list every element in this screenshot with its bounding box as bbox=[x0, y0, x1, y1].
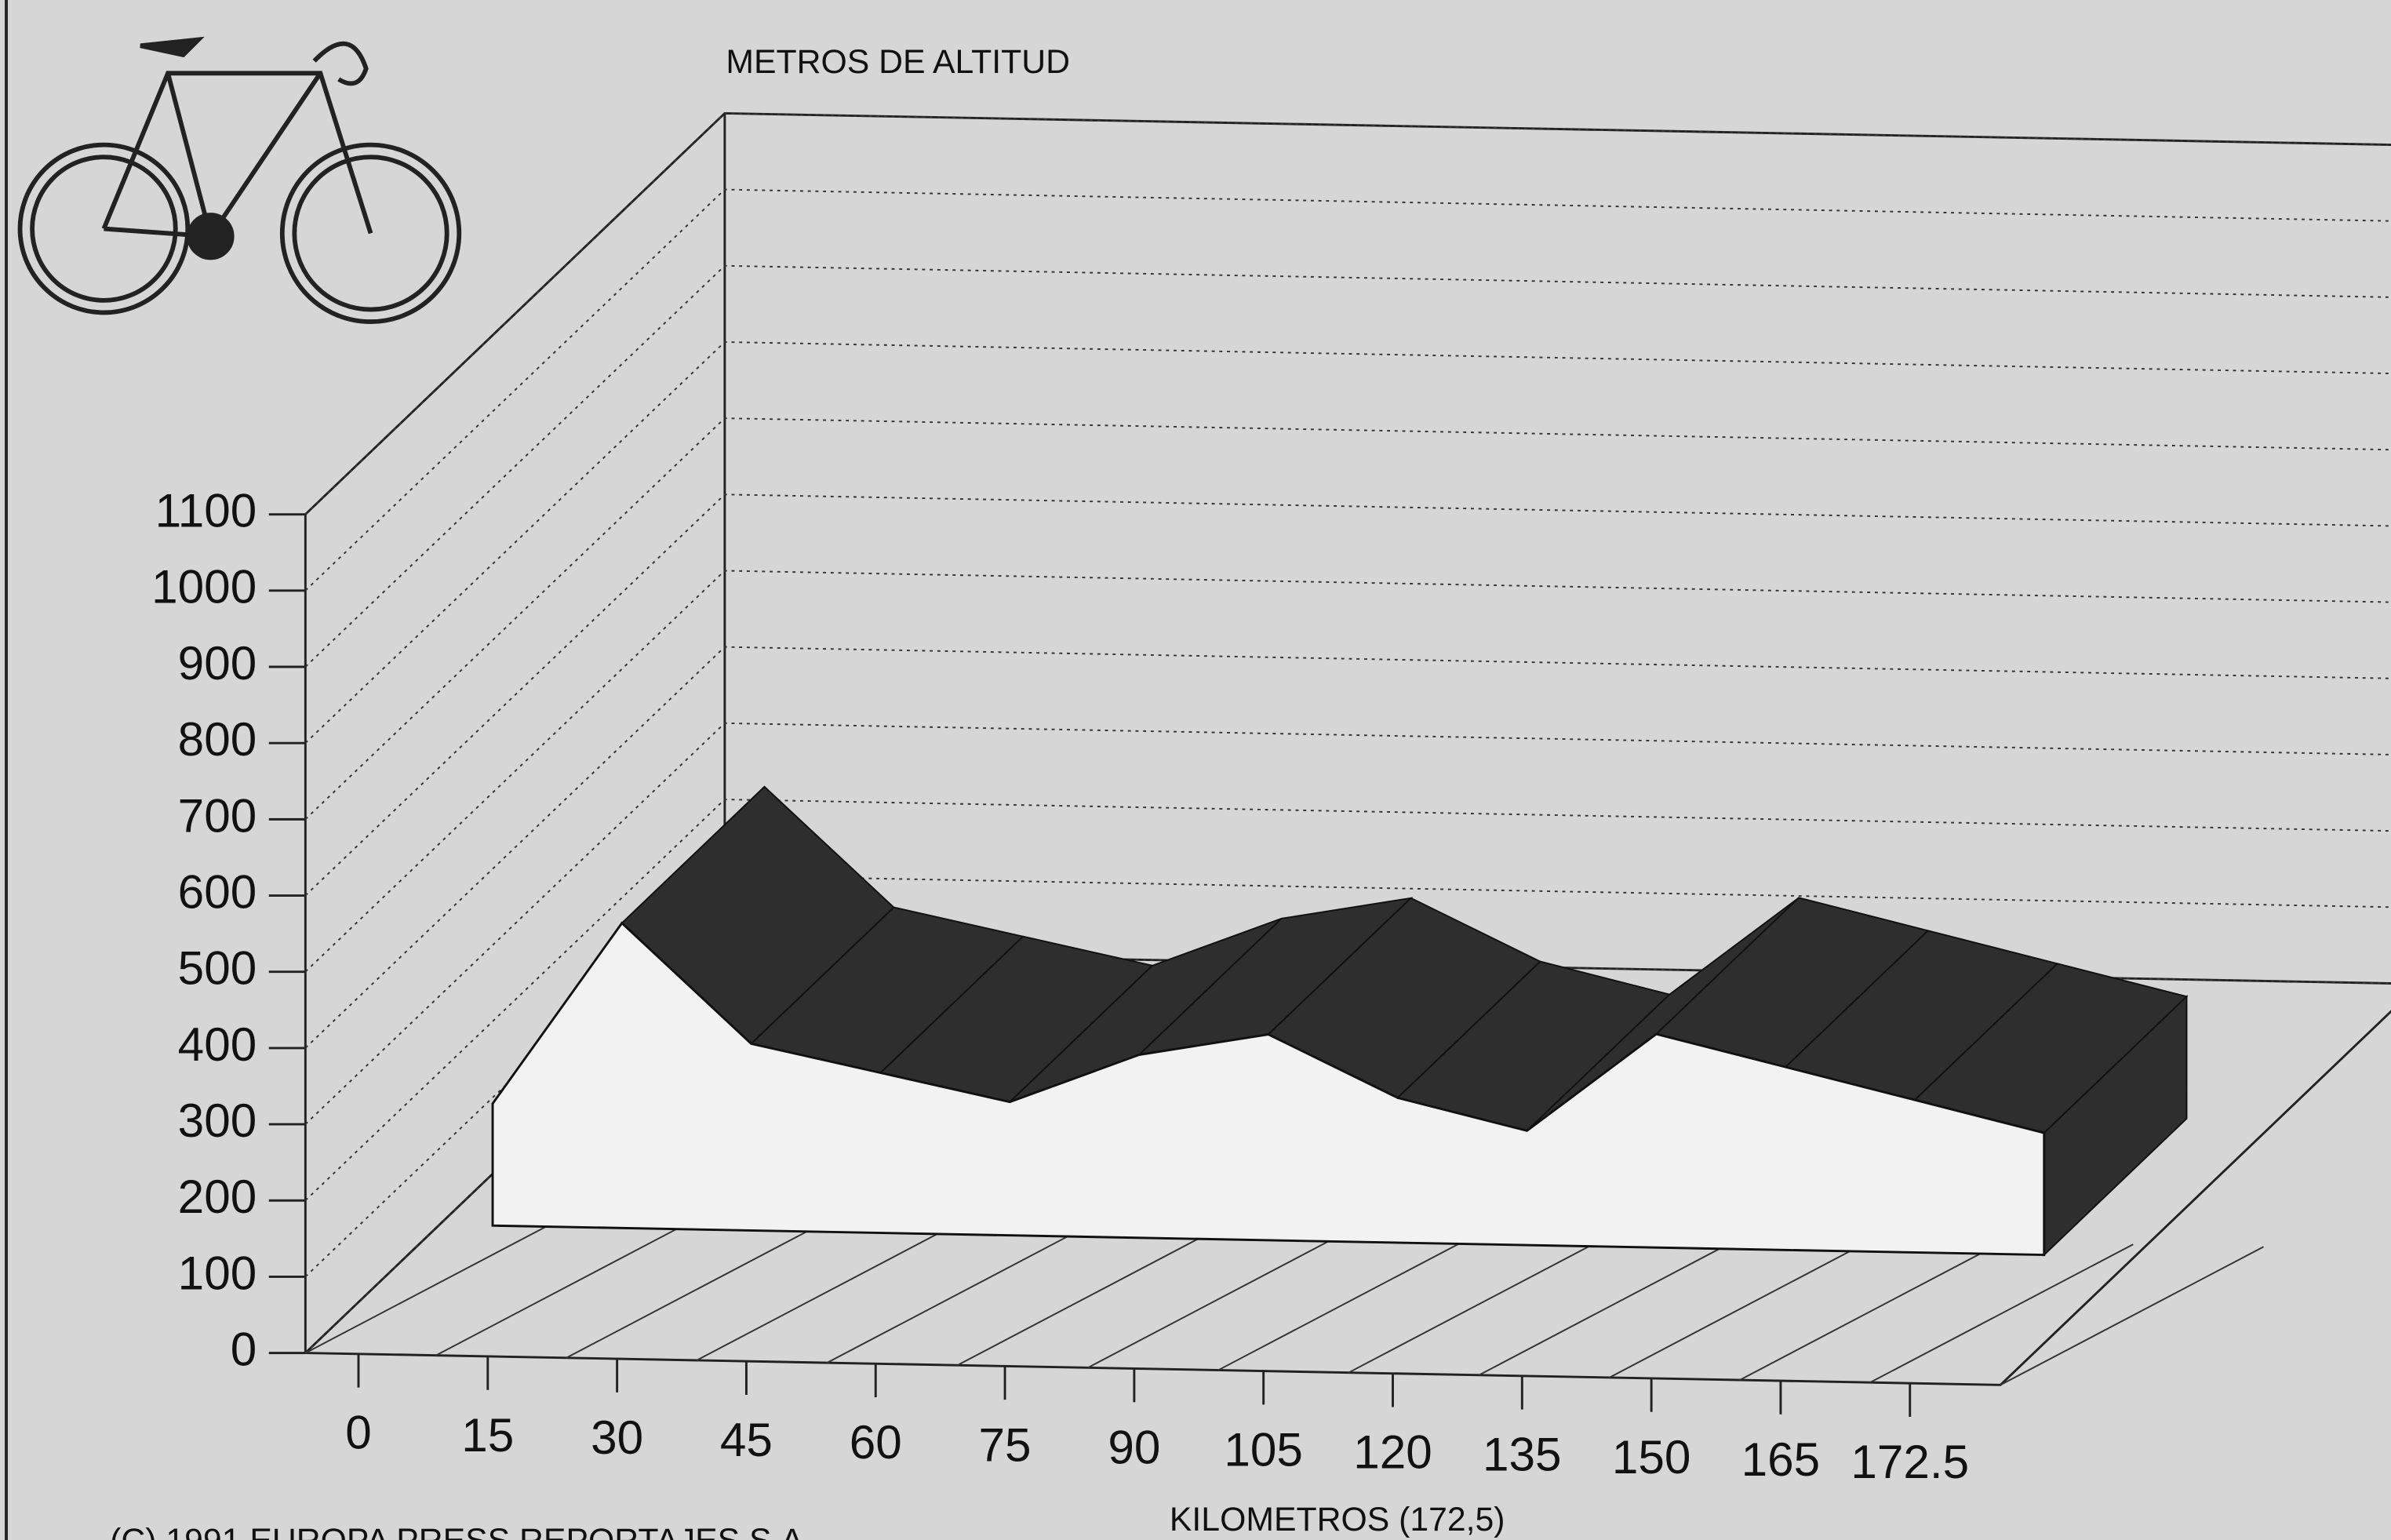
y-tick-label: 800 bbox=[178, 712, 257, 766]
y-tick-label: 0 bbox=[231, 1323, 257, 1376]
floor-hatch bbox=[696, 1221, 960, 1361]
floor-hatch bbox=[1478, 1236, 1743, 1376]
floor-hatch bbox=[1087, 1229, 1352, 1369]
y-tick-label: 700 bbox=[178, 788, 257, 842]
grid-line bbox=[304, 112, 2391, 515]
x-tick-label: 60 bbox=[850, 1415, 902, 1469]
x-tick-label: 0 bbox=[345, 1406, 372, 1459]
ribbon-front bbox=[491, 921, 2046, 1257]
grid-line bbox=[304, 722, 2391, 1125]
floor-hatch bbox=[1348, 1233, 1612, 1374]
x-tick-label: 105 bbox=[1224, 1423, 1303, 1476]
floor-hatch bbox=[304, 1214, 570, 1354]
x-tick-label: 45 bbox=[720, 1413, 773, 1466]
y-tick-label: 900 bbox=[178, 636, 257, 690]
y-axis-title: METROS DE ALTITUD bbox=[726, 43, 1070, 81]
floor-hatch bbox=[826, 1224, 1091, 1364]
x-axis-title: KILOMETROS (172,5) bbox=[1170, 1501, 1505, 1538]
y-tick-label: 100 bbox=[178, 1246, 257, 1299]
y-tick-label: 200 bbox=[178, 1170, 257, 1223]
x-tick-label: 120 bbox=[1353, 1425, 1432, 1479]
grid-line bbox=[304, 340, 2391, 744]
x-tick-label: 75 bbox=[979, 1418, 1032, 1471]
x-tick-label: 150 bbox=[1612, 1430, 1691, 1484]
bicycle-icon bbox=[17, 36, 462, 325]
y-tick-label: 400 bbox=[178, 1018, 257, 1071]
grid-line bbox=[304, 799, 2391, 1201]
x-tick-label: 90 bbox=[1108, 1420, 1160, 1473]
grid-line bbox=[304, 417, 2391, 820]
grid-line bbox=[304, 188, 2391, 592]
grid-line bbox=[304, 493, 2391, 897]
floor-hatch bbox=[2000, 1246, 2264, 1386]
footer: (C) 1991 EUROPA PRESS REPORTAJES S.A. bbox=[110, 1522, 813, 1540]
floor-hatch bbox=[957, 1226, 1221, 1367]
x-tick-label: 165 bbox=[1741, 1433, 1821, 1486]
x-tick-label: 135 bbox=[1483, 1428, 1562, 1481]
y-tick-label: 300 bbox=[178, 1094, 257, 1147]
y-tick-label: 1000 bbox=[151, 560, 257, 613]
grid-line bbox=[304, 264, 2391, 668]
floor-hatch bbox=[1217, 1231, 1482, 1371]
y-tick-label: 600 bbox=[178, 865, 257, 918]
floor-hatch bbox=[1869, 1243, 2134, 1384]
x-tick-label: 30 bbox=[591, 1411, 643, 1464]
floor-hatch bbox=[1739, 1241, 2003, 1381]
y-tick-label: 1100 bbox=[155, 484, 257, 537]
grid-line bbox=[304, 646, 2391, 1049]
x-tick-label: 172.5 bbox=[1851, 1435, 1969, 1488]
x-tick-label: 15 bbox=[461, 1408, 514, 1462]
y-tick-label: 500 bbox=[178, 941, 257, 995]
grid-line bbox=[304, 570, 2391, 973]
floor-hatch bbox=[1609, 1239, 1873, 1378]
floor-hatch bbox=[566, 1218, 830, 1359]
floor-hatch bbox=[435, 1216, 700, 1356]
